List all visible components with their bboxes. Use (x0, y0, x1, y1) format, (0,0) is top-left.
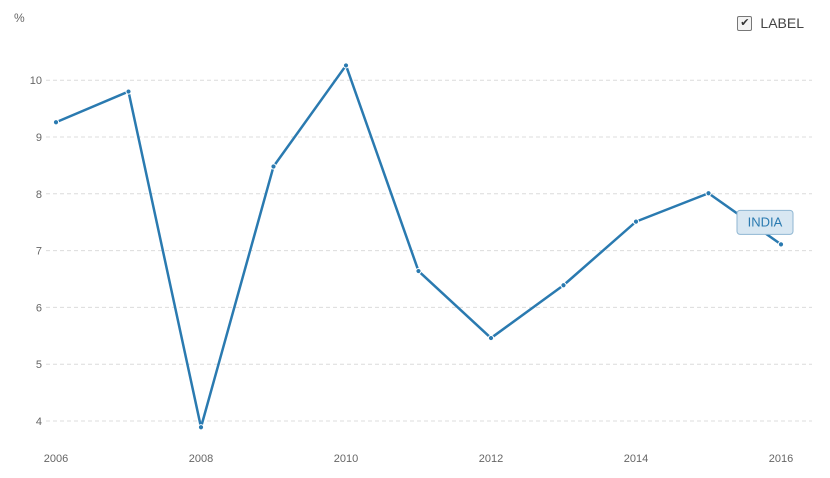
y-tick-label-5: 5 (36, 359, 42, 371)
legend-label: LABEL (760, 15, 804, 31)
legend-toggle[interactable]: ✔ LABEL (737, 15, 804, 31)
x-axis-ticks: 2006 2008 2010 2012 2014 2016 (44, 453, 793, 465)
data-point-2012 (487, 334, 495, 342)
y-axis-unit-label: % (14, 11, 25, 25)
x-tick-label-2012: 2012 (479, 453, 503, 465)
data-point-2006 (52, 119, 60, 126)
series-label-box (736, 209, 794, 235)
y-tick-label-7: 7 (36, 246, 42, 258)
y-tick-label-8: 8 (36, 189, 42, 201)
series-group: INDIA (52, 62, 794, 431)
data-point-2014 (632, 218, 640, 225)
legend-checkbox[interactable]: ✔ (737, 15, 753, 31)
series-label-text: INDIA (748, 214, 783, 229)
data-point-2013 (560, 282, 567, 289)
y-tick-label-4: 4 (36, 416, 42, 428)
data-point-2011 (415, 267, 422, 275)
y-tick-label-10: 10 (30, 75, 42, 87)
data-point-2009 (270, 163, 277, 170)
y-axis-ticks: 4 5 6 7 8 9 10 (30, 75, 42, 428)
series-line-india (54, 64, 783, 429)
series-label: INDIA (736, 209, 794, 235)
x-tick-label-2016: 2016 (769, 453, 793, 465)
y-tick-label-9: 9 (36, 132, 42, 144)
x-tick-label-2010: 2010 (334, 453, 358, 465)
y-tick-label-6: 6 (36, 302, 42, 314)
data-point-2007 (125, 88, 132, 95)
data-point-2010 (342, 62, 350, 69)
data-point-2015 (705, 190, 712, 197)
x-tick-label-2008: 2008 (189, 453, 213, 465)
x-tick-label-2014: 2014 (624, 453, 648, 465)
x-tick-label-2006: 2006 (44, 453, 68, 465)
data-point-2016 (777, 241, 785, 248)
grid (46, 79, 812, 422)
data-point-2008 (197, 424, 205, 431)
